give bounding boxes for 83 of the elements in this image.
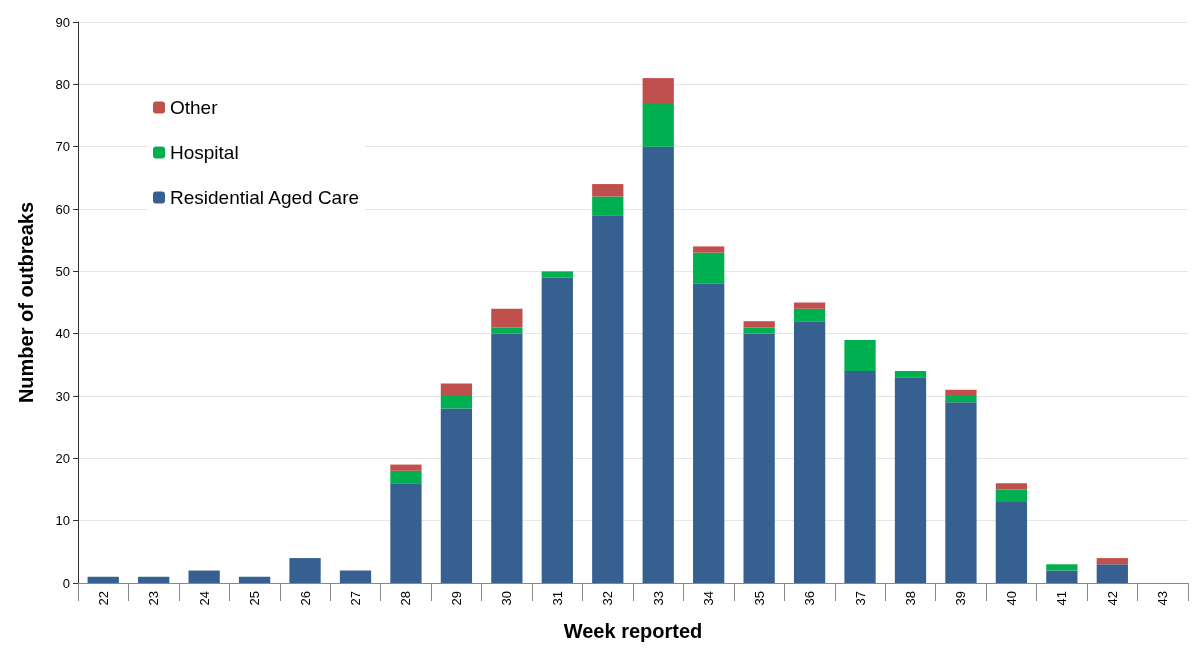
- x-tick-label: 30: [499, 591, 515, 606]
- bar: [491, 327, 523, 334]
- bar: [844, 339, 876, 372]
- x-tick-label: 26: [297, 591, 313, 606]
- x-axis-title: Week reported: [563, 620, 703, 642]
- x-tick-label: 34: [701, 591, 717, 606]
- bar: [945, 389, 977, 396]
- bar: [440, 408, 473, 583]
- bar: [238, 576, 271, 583]
- x-tick-label: 41: [1054, 591, 1070, 606]
- x-tick-label: 43: [1155, 591, 1171, 606]
- y-tick-label: 70: [55, 139, 70, 155]
- bar: [138, 576, 170, 583]
- bar: [592, 184, 624, 197]
- x-tick-label: 24: [196, 591, 212, 606]
- y-tick-label: 10: [55, 513, 70, 529]
- bar: [693, 283, 725, 583]
- bar: [995, 489, 1028, 502]
- bar: [541, 277, 573, 583]
- bar: [1096, 558, 1128, 565]
- y-tick-label: 80: [55, 76, 70, 92]
- bar: [541, 271, 573, 278]
- x-tick-label: 40: [1003, 591, 1019, 606]
- y-tick-label: 40: [55, 326, 70, 342]
- bar: [894, 371, 927, 378]
- x-tick-label: 36: [802, 591, 818, 606]
- bar: [743, 333, 775, 583]
- bar: [592, 215, 624, 583]
- bar: [390, 470, 422, 484]
- legend-label: Hospital: [170, 142, 239, 163]
- y-tick-label: 20: [55, 450, 70, 466]
- y-tick-label: 90: [55, 14, 70, 30]
- bar: [894, 377, 927, 583]
- x-tick-label: 33: [650, 591, 666, 606]
- y-tick-label: 60: [55, 201, 70, 217]
- bar: [390, 483, 422, 583]
- bar: [693, 246, 725, 253]
- bar: [1046, 570, 1078, 583]
- x-tick-label: 32: [600, 591, 616, 606]
- bar: [440, 383, 473, 396]
- bar: [188, 570, 220, 583]
- x-tick-label: 37: [852, 591, 868, 606]
- bar: [1096, 564, 1128, 583]
- bar: [995, 483, 1028, 490]
- bar: [945, 402, 977, 583]
- x-tick-label: 39: [953, 591, 969, 606]
- x-tick-label: 25: [247, 591, 263, 606]
- bar: [642, 146, 674, 583]
- x-tick-label: 23: [146, 591, 162, 606]
- x-tick-label: 22: [95, 591, 111, 606]
- bar: [491, 333, 523, 583]
- bar: [440, 396, 473, 409]
- x-tick-label: 31: [549, 591, 565, 606]
- bar: [390, 464, 422, 471]
- bar: [743, 327, 775, 334]
- bar: [743, 321, 775, 328]
- x-tick-label: 35: [751, 591, 767, 606]
- x-tick-label: 42: [1104, 591, 1120, 606]
- bar: [945, 396, 977, 403]
- x-tick-label: 27: [348, 591, 363, 606]
- y-axis-title: Number of outbreaks: [15, 201, 37, 404]
- bar: [339, 570, 372, 583]
- x-tick-label: 38: [903, 591, 918, 606]
- bar: [793, 308, 826, 322]
- x-tick-label: 28: [398, 591, 414, 606]
- legend-label: Other: [170, 97, 219, 118]
- bar: [793, 302, 826, 309]
- bar: [289, 558, 321, 583]
- bar: [995, 501, 1028, 583]
- bar: [1046, 564, 1078, 571]
- bar: [592, 196, 624, 216]
- bar: [491, 308, 523, 328]
- bar: [87, 576, 119, 583]
- y-tick-label: 0: [62, 575, 70, 591]
- bar: [693, 252, 725, 284]
- bar: [642, 78, 674, 104]
- x-tick-label: 29: [448, 591, 464, 606]
- bar: [642, 103, 674, 147]
- legend-label: Residential Aged Care: [170, 187, 360, 208]
- bar: [844, 371, 876, 583]
- y-tick-label: 50: [55, 263, 70, 279]
- y-tick-label: 30: [55, 388, 70, 404]
- bar: [793, 321, 826, 583]
